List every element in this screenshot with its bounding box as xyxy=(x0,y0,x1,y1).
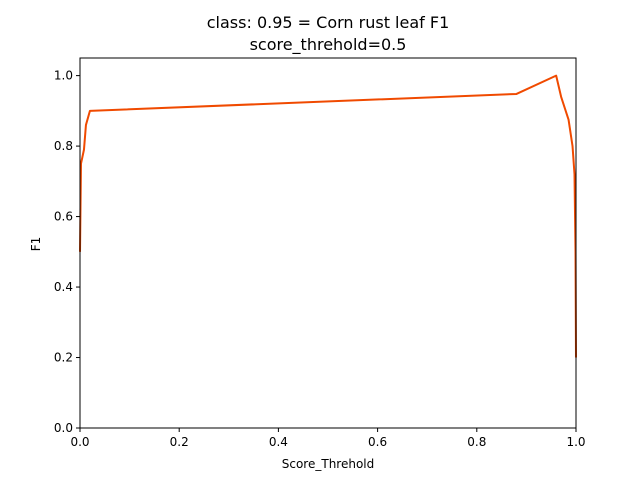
axes-frame xyxy=(79,57,577,429)
y-tick-label: 0.6 xyxy=(54,210,73,224)
y-axis-label: F1 xyxy=(29,237,43,252)
x-tick-label: 0.0 xyxy=(70,435,89,449)
x-tick-label: 1.0 xyxy=(566,435,585,449)
x-tick-label: 0.8 xyxy=(467,435,486,449)
x-tick-label: 0.6 xyxy=(368,435,387,449)
plot-area xyxy=(79,57,577,429)
x-tick-label: 0.2 xyxy=(170,435,189,449)
y-tick-label: 0.8 xyxy=(54,139,73,153)
y-tick-label: 0.0 xyxy=(54,421,73,435)
axis-ticks: 0.0 0.2 0.4 0.6 0.8 1.0 0.0 0.2 0.4 0.6 0.8 1.0 xyxy=(54,69,586,449)
x-tick-label: 0.4 xyxy=(269,435,288,449)
y-tick-label: 0.2 xyxy=(54,351,73,365)
x-axis-label: Score_Threhold xyxy=(282,457,375,471)
chart-title: class: 0.95 = Corn rust leaf F1 xyxy=(207,13,450,32)
y-tick-label: 1.0 xyxy=(54,69,73,83)
chart-subtitle: score_threhold=0.5 xyxy=(250,35,407,55)
series-line-0 xyxy=(79,74,577,358)
y-tick-label: 0.4 xyxy=(54,280,73,294)
